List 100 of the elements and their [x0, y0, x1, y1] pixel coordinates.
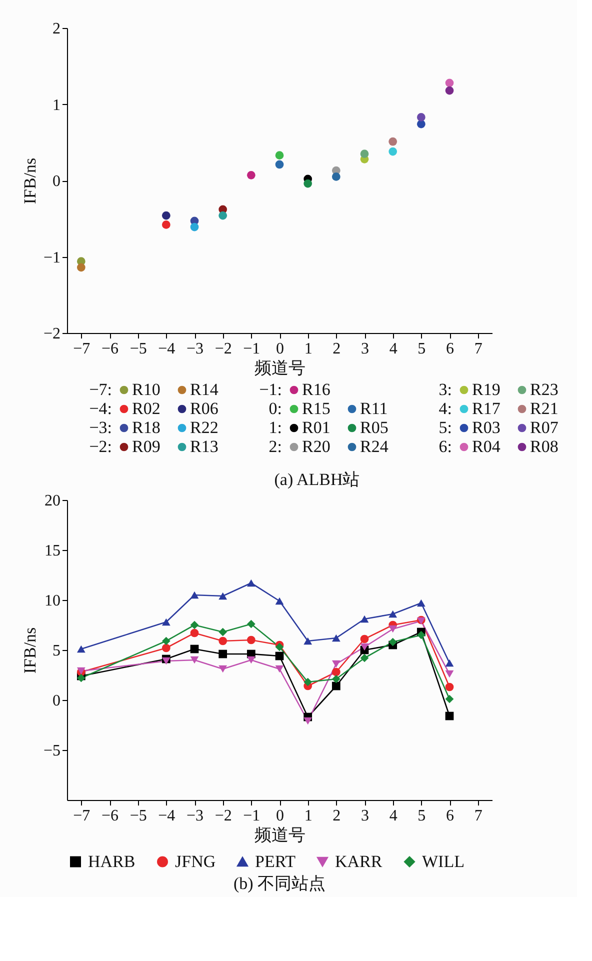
legend-label: R22	[190, 418, 218, 437]
point	[246, 656, 256, 664]
point	[445, 682, 454, 692]
y-axis-title: IFB/ns	[20, 627, 40, 674]
point	[388, 147, 398, 156]
text: 3:	[438, 380, 452, 399]
x-tick-label: 4	[389, 808, 398, 824]
point	[332, 660, 340, 668]
point	[445, 86, 454, 95]
y-tick-label: −5	[43, 742, 60, 760]
x-tick-label: −5	[130, 808, 147, 824]
y-tick-label: 0	[52, 692, 60, 710]
point	[304, 179, 312, 188]
y-tick-label: 5	[52, 642, 60, 660]
y-tick-label: 20	[44, 492, 60, 510]
x-tick-label: 1	[304, 808, 312, 824]
x-tick-label: 1	[304, 340, 312, 358]
x-tick-label: 7	[474, 340, 482, 358]
x-tick-label: −4	[158, 340, 176, 358]
legend-label: R07	[530, 418, 559, 437]
point	[360, 615, 369, 623]
legend-label: JFNG	[175, 852, 216, 871]
point	[162, 618, 170, 626]
point	[190, 591, 199, 599]
point	[218, 650, 228, 658]
point	[246, 636, 256, 644]
y-axis-title: IFB/ns	[20, 158, 40, 204]
point	[360, 634, 369, 644]
point	[190, 222, 199, 232]
legend-label: R21	[530, 399, 558, 418]
point	[76, 645, 86, 653]
text: 4:	[438, 399, 452, 418]
x-axis-title: 频道号	[254, 358, 306, 378]
legend-label: R09	[132, 437, 160, 456]
x-tick-label: −3	[186, 340, 204, 358]
point	[304, 678, 312, 686]
legend-label: R10	[132, 380, 160, 399]
x-tick-label: 6	[446, 340, 454, 358]
point	[388, 137, 398, 146]
legend-label: HARB	[88, 852, 136, 871]
x-tick-label: −3	[186, 808, 204, 824]
point	[275, 151, 284, 160]
point	[416, 113, 426, 122]
point	[332, 668, 340, 676]
legend-label: R18	[132, 418, 160, 437]
point	[218, 665, 228, 673]
text: 1:	[268, 418, 282, 437]
point	[360, 150, 369, 158]
legend-label: R16	[302, 380, 330, 399]
text: 2:	[268, 437, 282, 456]
x-tick-label: −7	[73, 808, 90, 824]
y-tick-label: 15	[44, 542, 60, 560]
x-tick-label: −2	[214, 340, 232, 358]
legend-label: R03	[472, 418, 500, 437]
point	[162, 657, 170, 665]
x-tick-label: −6	[101, 808, 119, 824]
point	[218, 636, 228, 646]
legend-label: KARR	[335, 852, 383, 871]
point	[218, 628, 228, 636]
point	[275, 665, 284, 673]
point	[416, 630, 426, 640]
x-tick-label: −7	[73, 340, 90, 358]
point	[388, 625, 398, 633]
point	[162, 220, 170, 229]
legend-label: R13	[190, 437, 218, 456]
x-tick-label: 5	[418, 340, 426, 358]
point	[360, 643, 369, 651]
x-tick-label: −4	[158, 808, 176, 824]
x-tick-label: 5	[418, 808, 426, 824]
x-tick-label: −5	[130, 340, 147, 358]
x-axis-title: 频道号	[254, 826, 306, 844]
y-tick-label: −1	[43, 249, 60, 266]
point	[162, 644, 170, 652]
legend-label: R01	[302, 418, 330, 437]
point	[190, 644, 199, 654]
point	[416, 120, 426, 128]
point	[190, 656, 199, 664]
point	[76, 263, 86, 272]
x-tick-label: 3	[361, 808, 369, 824]
text: 0:	[268, 399, 282, 418]
x-tick-label: 2	[332, 340, 341, 358]
point	[275, 160, 284, 169]
x-tick-label: 2	[332, 808, 341, 824]
point	[246, 620, 256, 628]
point	[218, 211, 228, 220]
text: −7:	[89, 380, 112, 399]
legend-label: R11	[360, 399, 388, 418]
point	[445, 712, 454, 720]
point	[332, 682, 340, 690]
point	[275, 652, 284, 660]
point	[332, 674, 340, 684]
x-tick-label: 0	[276, 340, 284, 358]
point	[388, 638, 398, 646]
x-tick-label: 6	[446, 808, 454, 824]
point	[162, 636, 170, 646]
legend-label: R24	[360, 437, 389, 456]
legend-label: WILL	[422, 852, 464, 871]
legend-label: R20	[302, 437, 330, 456]
y-tick-label: 2	[52, 20, 60, 38]
x-tick-label: −1	[243, 340, 260, 358]
